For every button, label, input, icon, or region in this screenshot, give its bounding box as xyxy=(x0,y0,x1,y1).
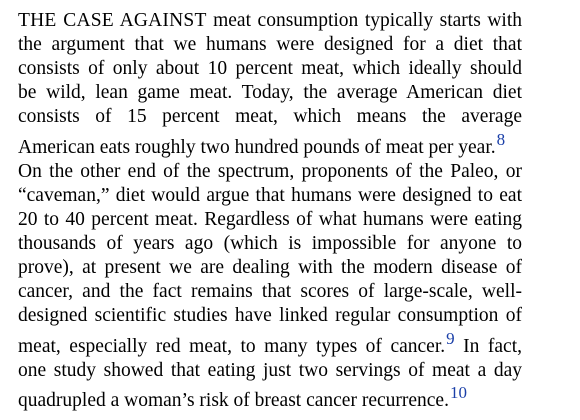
line-text: American eats roughly two hundred pounds… xyxy=(18,137,496,158)
paragraph-line-16: quadrupled a woman’s risk of breast canc… xyxy=(18,383,467,413)
paragraph-line-12: cancer, and the fact remains that scores… xyxy=(18,280,522,304)
lead-in-caps: THE CASE AGAINST xyxy=(18,10,207,31)
line-text: “caveman,” diet would argue that humans … xyxy=(18,185,522,206)
footnote-reference-8[interactable]: 8 xyxy=(496,130,506,149)
paragraph-line-4: be wild, lean game meat. Today, the aver… xyxy=(18,81,522,105)
line-text: thousands of years ago (which is impossi… xyxy=(18,233,522,254)
footnote-reference-9[interactable]: 9 xyxy=(446,329,455,348)
paragraph-line-10: thousands of years ago (which is impossi… xyxy=(18,232,522,256)
paragraph-line-5: consists of 15 percent meat, which means… xyxy=(18,105,522,129)
paragraph-line-8: “caveman,” diet would argue that humans … xyxy=(18,184,522,208)
paragraph-line-14: meat, especially red meat, to many types… xyxy=(18,329,523,359)
paragraph-line-11: prove), at present we are dealing with t… xyxy=(18,256,522,280)
line-text: meat consumption typically starts with xyxy=(206,10,523,31)
line-text: 20 to 40 percent meat. Regardless of wha… xyxy=(18,209,522,230)
paragraph-line-9: 20 to 40 percent meat. Regardless of wha… xyxy=(18,208,522,232)
line-text: cancer, and the fact remains that scores… xyxy=(18,281,522,302)
paragraph-line-1: THE CASE AGAINST meat consumption typica… xyxy=(18,9,522,33)
line-text: prove), at present we are dealing with t… xyxy=(18,257,522,278)
paragraph-line-6: American eats roughly two hundred pounds… xyxy=(18,130,505,160)
line-text: the argument that we humans were designe… xyxy=(18,34,522,55)
footnote-reference-10[interactable]: 10 xyxy=(449,383,467,402)
line-text: On the other end of the spectrum, propon… xyxy=(18,161,522,182)
line-text: quadrupled a woman’s risk of breast canc… xyxy=(18,390,449,411)
line-tail-text: In fact, xyxy=(454,336,523,357)
paragraph-line-2: the argument that we humans were designe… xyxy=(18,33,522,57)
paragraph-line-3: consists of only about 10 percent meat, … xyxy=(18,57,522,81)
line-text: meat, especially red meat, to many types… xyxy=(18,336,446,357)
line-text: be wild, lean game meat. Today, the aver… xyxy=(18,82,522,103)
line-text: designed scientific studies have linked … xyxy=(18,305,522,326)
paragraph-line-13: designed scientific studies have linked … xyxy=(18,304,522,328)
paragraph-line-15: one study showed that eating just two se… xyxy=(18,359,522,383)
line-text: one study showed that eating just two se… xyxy=(18,360,522,381)
line-text: consists of only about 10 percent meat, … xyxy=(18,58,522,79)
paragraph-line-7: On the other end of the spectrum, propon… xyxy=(18,160,522,184)
line-text: consists of 15 percent meat, which means… xyxy=(18,106,522,127)
